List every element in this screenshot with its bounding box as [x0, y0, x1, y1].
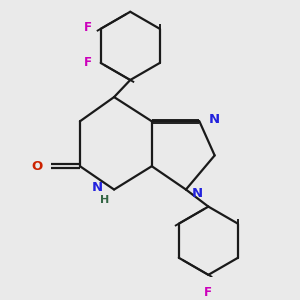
Text: H: H: [100, 195, 110, 205]
Text: F: F: [204, 286, 212, 298]
Text: F: F: [84, 56, 92, 69]
Text: O: O: [31, 160, 42, 173]
Text: N: N: [208, 113, 220, 126]
Text: N: N: [91, 181, 102, 194]
Text: N: N: [192, 187, 203, 200]
Text: F: F: [84, 20, 92, 34]
